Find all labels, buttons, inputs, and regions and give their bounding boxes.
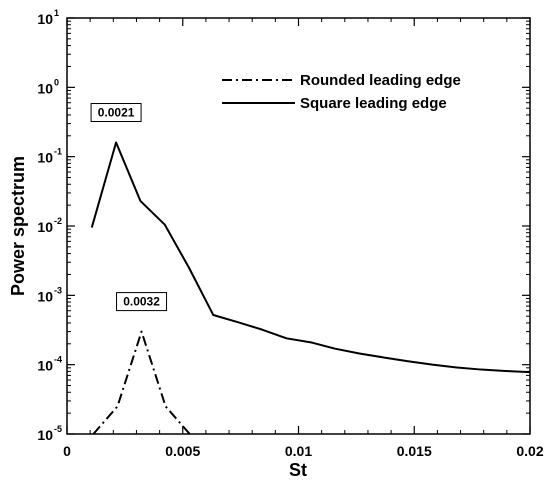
y-tick-label: 10: [37, 219, 53, 235]
series-line-rounded-leading-edge: [92, 330, 191, 435]
x-tick-label: 0.02: [516, 443, 543, 459]
series-lines: [90, 141, 531, 435]
y-tick-exponent: -3: [54, 285, 62, 295]
peak-annotation-box: [90, 103, 142, 123]
legend: Rounded leading edge Square leading edge: [222, 72, 461, 112]
x-tick-label: 0.01: [285, 443, 312, 459]
y-tick-exponent: -2: [54, 216, 62, 226]
y-tick-label: 10: [37, 11, 53, 27]
peak-annotation-box: [116, 292, 168, 312]
x-tick-label: 0.015: [397, 443, 432, 459]
y-tick-exponent: 0: [54, 77, 59, 87]
legend-label-square: Square leading edge: [300, 95, 447, 112]
peak-annotations: 0.0021 0.0032: [90, 103, 168, 312]
y-tick-label: 10: [37, 427, 53, 443]
y-tick-exponent: -4: [54, 355, 62, 365]
y-tick-label: 10: [37, 358, 53, 374]
peak-annotation-label: 0.0032: [123, 295, 160, 309]
y-tick-exponent: 1: [54, 8, 59, 18]
x-axis-title: St: [289, 460, 307, 480]
x-tick-label: 0: [63, 443, 71, 459]
y-tick-label: 10: [37, 80, 53, 96]
legend-label-rounded: Rounded leading edge: [300, 72, 461, 89]
y-tick-exponent: -5: [54, 424, 62, 434]
y-axis-title: Power spectrum: [8, 156, 28, 296]
peak-annotation-label: 0.0021: [98, 106, 135, 120]
y-tick-label: 10: [37, 150, 53, 166]
series-line-square-leading-edge: [90, 141, 531, 374]
y-tick-label: 10: [37, 288, 53, 304]
x-tick-label: 0.005: [165, 443, 200, 459]
y-tick-exponent: -1: [54, 147, 62, 157]
